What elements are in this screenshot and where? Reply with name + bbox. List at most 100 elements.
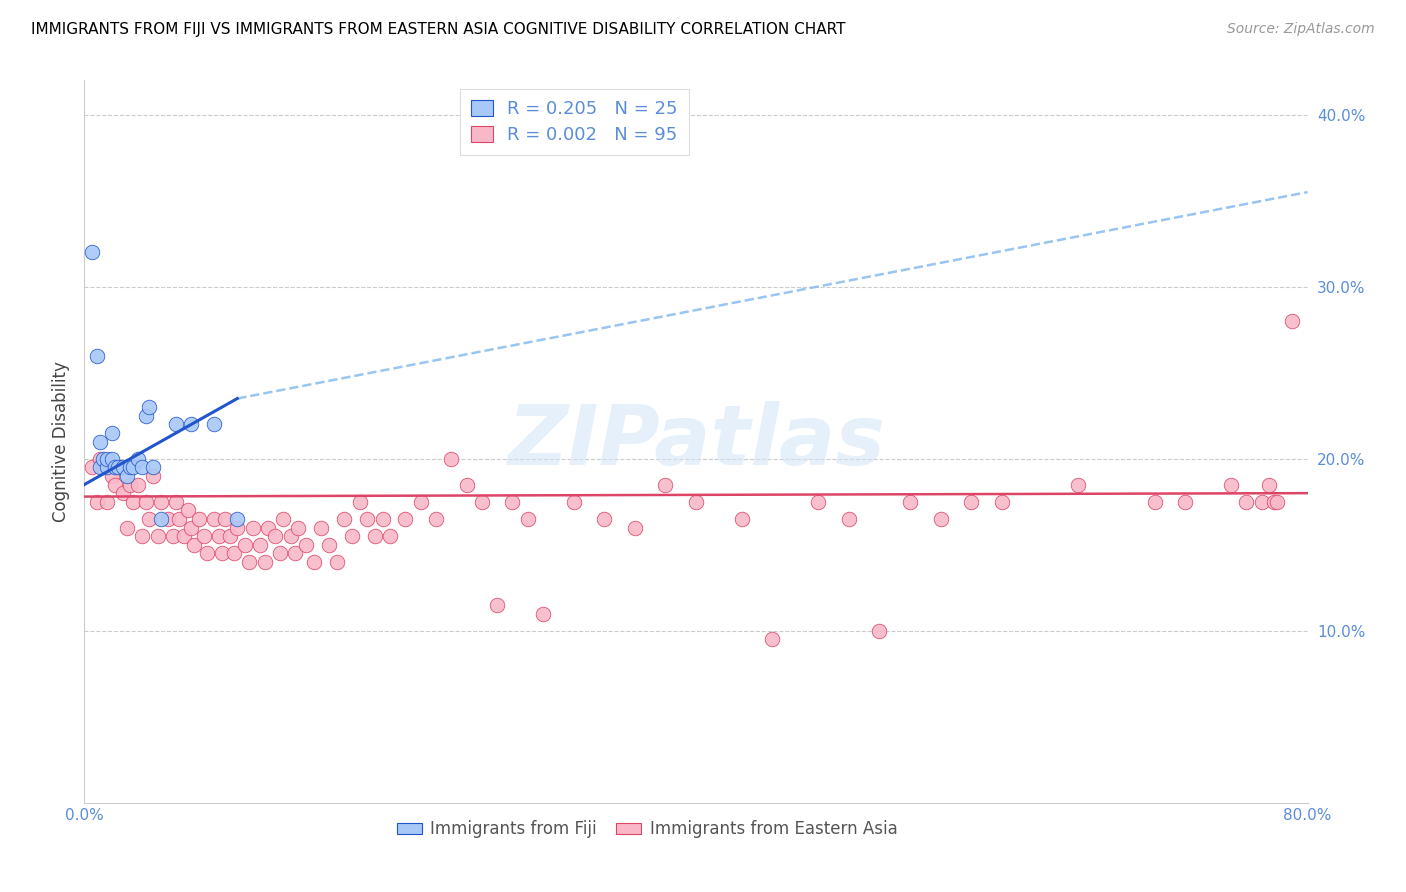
Point <box>104 460 127 475</box>
Point <box>89 460 111 475</box>
Point <box>104 477 127 491</box>
Point <box>135 409 157 423</box>
Point <box>1281 314 1303 328</box>
Point <box>1258 477 1281 491</box>
Point <box>271 512 294 526</box>
Point <box>202 417 225 432</box>
Point <box>86 349 108 363</box>
Point <box>325 555 347 569</box>
Point <box>138 512 160 526</box>
Point <box>280 529 302 543</box>
Point <box>180 520 202 534</box>
Point <box>654 477 676 491</box>
Point <box>356 512 378 526</box>
Point <box>269 546 291 560</box>
Point <box>183 538 205 552</box>
Point <box>349 494 371 508</box>
Point <box>371 512 394 526</box>
Point <box>1236 494 1258 508</box>
Point <box>138 400 160 414</box>
Point <box>96 494 118 508</box>
Point <box>1263 494 1285 508</box>
Point <box>311 520 333 534</box>
Point <box>264 529 287 543</box>
Point <box>685 494 707 508</box>
Text: Source: ZipAtlas.com: Source: ZipAtlas.com <box>1227 22 1375 37</box>
Point <box>122 494 145 508</box>
Point <box>146 529 169 543</box>
Point <box>80 460 103 475</box>
Point <box>165 494 187 508</box>
Point <box>287 520 309 534</box>
Point <box>226 512 249 526</box>
Point <box>177 503 200 517</box>
Point <box>869 624 891 638</box>
Point <box>120 477 142 491</box>
Point <box>929 512 952 526</box>
Point <box>120 460 142 475</box>
Point <box>838 512 860 526</box>
Point <box>456 477 478 491</box>
Point <box>122 460 145 475</box>
Point <box>898 494 921 508</box>
Point <box>516 512 538 526</box>
Point <box>91 451 114 466</box>
Y-axis label: Cognitive Disability: Cognitive Disability <box>52 361 70 522</box>
Point <box>101 469 124 483</box>
Point <box>257 520 280 534</box>
Point <box>562 494 585 508</box>
Point <box>1250 494 1272 508</box>
Point <box>531 607 554 621</box>
Point <box>242 520 264 534</box>
Point <box>302 555 325 569</box>
Point <box>502 494 524 508</box>
Point <box>218 529 240 543</box>
Point <box>224 546 246 560</box>
Point <box>253 555 276 569</box>
Point <box>173 529 195 543</box>
Point <box>101 451 124 466</box>
Point <box>149 494 172 508</box>
Point <box>127 451 149 466</box>
Point <box>425 512 447 526</box>
Point <box>157 512 180 526</box>
Legend: Immigrants from Fiji, Immigrants from Eastern Asia: Immigrants from Fiji, Immigrants from Ea… <box>389 814 904 845</box>
Point <box>214 512 236 526</box>
Point <box>165 417 187 432</box>
Point <box>135 494 157 508</box>
Point <box>167 512 190 526</box>
Point <box>80 245 103 260</box>
Point <box>593 512 616 526</box>
Point <box>1265 494 1288 508</box>
Point <box>233 538 256 552</box>
Point <box>131 529 153 543</box>
Point <box>142 460 165 475</box>
Point <box>1143 494 1166 508</box>
Point <box>440 451 463 466</box>
Point <box>249 538 271 552</box>
Point <box>1067 477 1090 491</box>
Point <box>295 538 318 552</box>
Point <box>111 460 134 475</box>
Point <box>991 494 1014 508</box>
Point <box>195 546 218 560</box>
Point <box>115 469 138 483</box>
Point <box>107 460 129 475</box>
Point <box>86 494 108 508</box>
Point <box>111 486 134 500</box>
Point <box>89 434 111 449</box>
Point <box>162 529 184 543</box>
Point <box>115 520 138 534</box>
Point <box>960 494 983 508</box>
Point <box>1174 494 1197 508</box>
Point <box>394 512 416 526</box>
Point <box>807 494 830 508</box>
Point <box>761 632 783 647</box>
Point <box>142 469 165 483</box>
Point <box>208 529 231 543</box>
Point <box>149 512 172 526</box>
Point <box>180 417 202 432</box>
Point <box>731 512 754 526</box>
Point <box>333 512 356 526</box>
Point <box>96 460 118 475</box>
